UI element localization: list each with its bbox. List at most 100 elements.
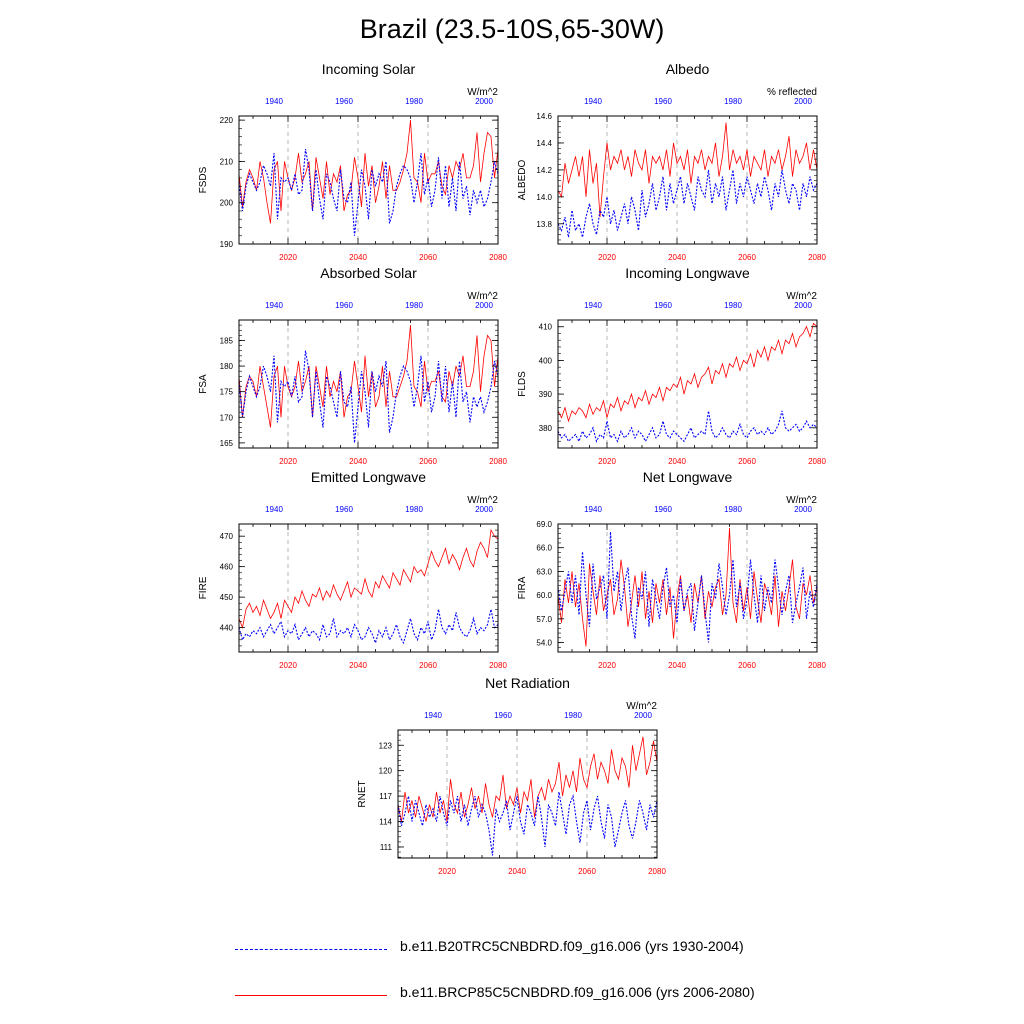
x-bottom-tick-label: 2080: [489, 661, 507, 670]
plot-frame: [397, 729, 658, 859]
x-top-tick-label: 1960: [654, 301, 672, 310]
x-bottom-tick-label: 2060: [578, 867, 596, 876]
x-bottom-tick-label: 2020: [598, 661, 616, 670]
y-tick-label: 170: [220, 413, 234, 422]
legend-label-rcp85: b.e11.BRCP85C5CNBDRD.f09_g16.006 (yrs 20…: [400, 984, 755, 1000]
y-tick-label: 470: [220, 532, 234, 541]
x-top-tick-label: 2000: [794, 301, 812, 310]
x-bottom-tick-label: 2020: [279, 661, 297, 670]
y-tick-label: 13.8: [536, 220, 552, 229]
x-bottom-tick-label: 2040: [668, 457, 686, 466]
x-bottom-tick-label: 2060: [738, 457, 756, 466]
x-top-tick-label: 1940: [265, 301, 283, 310]
x-top-tick-label: 2000: [475, 301, 493, 310]
y-tick-label: 380: [539, 424, 553, 433]
y-tick-label: 111: [380, 843, 393, 852]
y-tick-label: 400: [539, 356, 553, 365]
y-tick-label: 180: [220, 362, 234, 371]
x-bottom-tick-label: 2020: [598, 457, 616, 466]
panel-title: Net Radiation: [485, 675, 570, 691]
x-top-tick-label: 1980: [724, 301, 742, 310]
y-tick-label: 123: [379, 741, 393, 750]
x-bottom-tick-label: 2080: [489, 253, 507, 262]
y-axis-label: FSDS: [198, 166, 209, 193]
y-axis-label: RNET: [357, 780, 368, 807]
series-line-historical: [239, 148, 498, 236]
panel-albedo: Albedo % reflected ALBEDO 2020 2040 2060 2080 1…: [517, 61, 826, 262]
y-axis-label: FIRE: [198, 576, 209, 599]
x-top-tick-label: 2000: [794, 505, 812, 514]
series-line-historical: [558, 410, 817, 443]
x-bottom-tick-label: 2020: [438, 867, 456, 876]
y-tick-label: 14.0: [536, 193, 552, 202]
y-tick-label: 450: [220, 593, 234, 602]
y-tick-label: 440: [220, 624, 234, 633]
series-line-historical: [558, 531, 817, 643]
x-bottom-tick-label: 2040: [349, 661, 367, 670]
panel-title: Net Longwave: [643, 469, 733, 485]
y-tick-label: 175: [220, 388, 234, 397]
panel-rnet: Net Radiation W/m^2 RNET 2020 2040 2060 2080 19…: [357, 675, 666, 876]
y-tick-label: 63.0: [536, 567, 552, 576]
x-top-tick-label: 2000: [634, 711, 652, 720]
x-bottom-tick-label: 2040: [668, 661, 686, 670]
series-line-rcp85: [558, 322, 817, 423]
series-line-historical: [239, 609, 498, 645]
units-label: W/m^2: [467, 495, 498, 506]
y-tick-label: 14.4: [536, 139, 552, 148]
x-top-tick-label: 1940: [584, 505, 602, 514]
x-bottom-tick-label: 2080: [808, 253, 826, 262]
x-bottom-tick-label: 2060: [419, 661, 437, 670]
x-top-tick-label: 1960: [335, 301, 353, 310]
x-top-tick-label: 1940: [584, 97, 602, 106]
x-bottom-tick-label: 2080: [648, 867, 666, 876]
panel-title: Absorbed Solar: [320, 265, 417, 281]
y-axis-label: FSA: [198, 374, 209, 394]
x-bottom-tick-label: 2060: [738, 253, 756, 262]
series-line-rcp85: [239, 528, 498, 630]
x-top-tick-label: 1960: [654, 505, 672, 514]
y-tick-label: 66.0: [536, 544, 552, 553]
x-bottom-tick-label: 2060: [738, 661, 756, 670]
plot-frame: [238, 115, 499, 245]
panel-title: Albedo: [666, 61, 710, 77]
x-top-tick-label: 2000: [794, 97, 812, 106]
units-label: W/m^2: [467, 291, 498, 302]
x-top-tick-label: 1980: [564, 711, 582, 720]
x-top-tick-label: 1980: [405, 301, 423, 310]
x-top-tick-label: 2000: [475, 505, 493, 514]
x-top-tick-label: 1960: [335, 505, 353, 514]
panel-fira: Net Longwave W/m^2 FIRA 2020 2040 2060 2080 194…: [517, 469, 826, 670]
units-label: W/m^2: [626, 701, 657, 712]
x-top-tick-label: 1960: [335, 97, 353, 106]
y-tick-label: 165: [220, 439, 234, 448]
panel-flds: Incoming Longwave W/m^2 FLDS 2020 2040 2060 20…: [517, 265, 826, 466]
series-line-rcp85: [558, 527, 817, 647]
y-tick-label: 210: [220, 157, 234, 166]
y-axis-label: ALBEDO: [517, 159, 528, 200]
y-tick-label: 120: [379, 767, 393, 776]
y-tick-label: 60.0: [536, 591, 552, 600]
plot-frame: [557, 319, 818, 449]
x-top-tick-label: 1940: [584, 301, 602, 310]
x-top-tick-label: 1940: [265, 97, 283, 106]
x-bottom-tick-label: 2080: [808, 457, 826, 466]
y-tick-label: 117: [379, 792, 392, 801]
series-line-historical: [239, 350, 498, 443]
x-top-tick-label: 1980: [405, 505, 423, 514]
legend-entry-historical: b.e11.B20TRC5CNBDRD.f09_g16.006 (yrs 193…: [230, 935, 830, 965]
x-top-tick-label: 1940: [265, 505, 283, 514]
plot-frame: [238, 319, 499, 449]
x-bottom-tick-label: 2060: [419, 253, 437, 262]
series-line-rcp85: [239, 325, 498, 428]
units-label: W/m^2: [467, 87, 498, 98]
y-tick-label: 14.6: [536, 112, 552, 121]
y-tick-label: 220: [220, 116, 234, 125]
x-bottom-tick-label: 2020: [598, 253, 616, 262]
y-tick-label: 460: [220, 563, 234, 572]
panel-fsds: Incoming Solar W/m^2 FSDS 2020 2040 2060 2080 1…: [198, 61, 507, 262]
legend-entry-rcp85: b.e11.BRCP85C5CNBDRD.f09_g16.006 (yrs 20…: [230, 981, 830, 1011]
x-bottom-tick-label: 2040: [508, 867, 526, 876]
x-top-tick-label: 1980: [724, 505, 742, 514]
